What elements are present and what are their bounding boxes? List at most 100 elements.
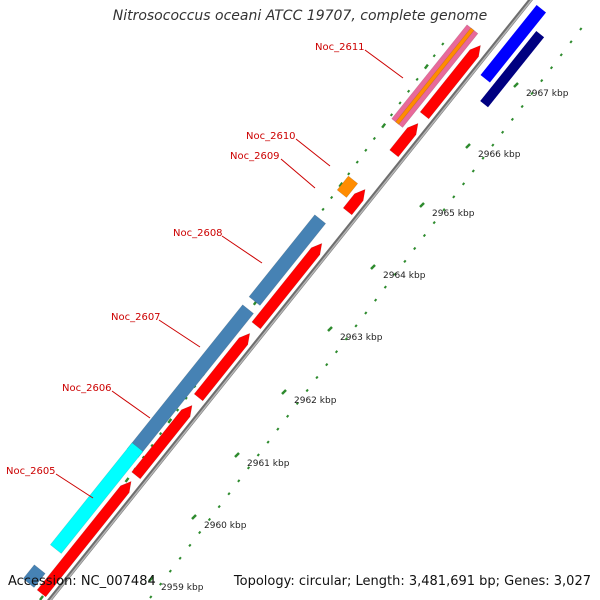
genome-summary-text: Topology: circular; Length: 3,481,691 bp… bbox=[233, 574, 591, 589]
scale-tick-minor bbox=[569, 40, 573, 44]
cds-feature bbox=[36, 480, 132, 598]
scale-tick-major bbox=[148, 576, 154, 582]
scale-tick-label: 2967 kbp bbox=[526, 89, 569, 99]
gene-feature bbox=[126, 304, 254, 458]
scale-tick-minor bbox=[149, 595, 153, 599]
gene-leader-line bbox=[158, 319, 201, 348]
cds-feature bbox=[193, 332, 251, 402]
scale-tick-label: 2966 kbp bbox=[478, 150, 521, 160]
gene-leader-line bbox=[111, 390, 151, 419]
ruler-tick bbox=[338, 181, 344, 188]
scale-tick-minor bbox=[227, 492, 231, 496]
scale-tick-minor bbox=[549, 66, 554, 70]
cds-feature bbox=[251, 242, 323, 330]
scale-tick-minor bbox=[540, 79, 544, 83]
ruler-tick bbox=[441, 42, 445, 46]
scale-tick-minor bbox=[344, 337, 348, 341]
scale-tick-minor bbox=[295, 401, 299, 405]
scale-tick-minor bbox=[413, 246, 417, 251]
scale-tick-minor bbox=[530, 91, 534, 96]
ruler-tick bbox=[176, 408, 180, 412]
scale-tick-label: 2961 kbp bbox=[247, 459, 290, 469]
scale-tick-minor bbox=[501, 130, 505, 134]
scale-tick-minor bbox=[364, 311, 368, 315]
scale-tick-minor bbox=[471, 169, 475, 173]
gene-feature bbox=[336, 175, 359, 198]
scale-tick-minor bbox=[178, 556, 182, 560]
gene-label: Noc_2611 bbox=[315, 42, 365, 53]
ruler-tick bbox=[364, 148, 368, 152]
scale-tick-minor bbox=[510, 117, 514, 121]
scale-tick-label: 2964 kbp bbox=[383, 271, 426, 281]
ruler-tick bbox=[321, 207, 325, 211]
backbone-highlight bbox=[49, 0, 533, 600]
scale-tick-minor bbox=[383, 285, 387, 289]
gene-leader-line bbox=[221, 235, 263, 264]
scale-tick-label: 2963 kbp bbox=[340, 333, 383, 343]
gene-label: Noc_2606 bbox=[62, 383, 112, 394]
gene-feature bbox=[248, 214, 327, 306]
scale-tick-minor bbox=[266, 440, 270, 444]
scale-tick-major bbox=[513, 82, 519, 88]
ruler-tick bbox=[184, 396, 188, 400]
scale-tick-minor bbox=[334, 350, 339, 354]
scale-tick-minor bbox=[325, 363, 329, 367]
scale-tick-major bbox=[191, 514, 197, 520]
gene-feature bbox=[480, 31, 545, 108]
ruler-tick bbox=[141, 455, 146, 459]
scale-tick-major bbox=[370, 264, 376, 270]
scale-tick-major bbox=[327, 326, 333, 332]
scale-tick-label: 2959 kbp bbox=[161, 583, 204, 593]
scale-tick-label: 2965 kbp bbox=[432, 209, 475, 219]
ruler-tick bbox=[167, 418, 173, 424]
gene-label: Noc_2609 bbox=[230, 151, 280, 162]
gene-feature bbox=[22, 564, 46, 588]
backbone-line bbox=[47, 0, 533, 600]
ruler-tick bbox=[39, 595, 44, 600]
gene-leader-line bbox=[280, 158, 316, 189]
scale-tick-minor bbox=[393, 272, 397, 276]
ruler-tick bbox=[407, 89, 411, 93]
cds-feature bbox=[389, 122, 419, 158]
gene-label: Noc_2605 bbox=[6, 466, 56, 477]
scale-tick-minor bbox=[158, 582, 163, 586]
scale-tick-minor bbox=[305, 388, 309, 393]
ruler-tick bbox=[432, 54, 436, 58]
scale-tick-minor bbox=[520, 104, 524, 109]
scale-tick-minor bbox=[481, 156, 485, 160]
gene-label: Noc_2607 bbox=[111, 312, 161, 323]
scale-tick-minor bbox=[168, 569, 172, 573]
gene-feature-stripe bbox=[395, 27, 475, 125]
map-title: Nitrosococcus oceani ATCC 19707, complet… bbox=[112, 8, 488, 24]
scale-tick-minor bbox=[198, 530, 202, 535]
ruler-tick bbox=[398, 101, 402, 105]
ruler-tick bbox=[372, 136, 376, 141]
scale-tick-minor bbox=[403, 259, 407, 263]
ruler-tick bbox=[150, 443, 154, 448]
cds-feature bbox=[419, 44, 481, 120]
cds-feature bbox=[131, 404, 193, 480]
ruler-tick bbox=[158, 432, 163, 436]
gene-label: Noc_2610 bbox=[246, 131, 296, 142]
ruler-tick bbox=[423, 63, 429, 70]
gene-leader-line bbox=[364, 49, 404, 79]
ruler-tick bbox=[355, 160, 359, 164]
accession-text: Accession: NC_007484 bbox=[8, 574, 156, 589]
ruler-tick bbox=[124, 477, 130, 483]
scale-tick-minor bbox=[373, 298, 378, 302]
scale-tick-minor bbox=[315, 375, 319, 380]
scale-tick-minor bbox=[286, 414, 290, 418]
scale-tick-minor bbox=[461, 182, 466, 186]
scale-tick-label: 2962 kbp bbox=[294, 396, 337, 406]
scale-tick-major bbox=[419, 202, 425, 208]
scale-tick-major bbox=[465, 143, 471, 149]
ruler-tick bbox=[381, 122, 387, 129]
scale-tick-minor bbox=[491, 143, 495, 147]
cds-feature bbox=[342, 188, 366, 216]
scale-tick-minor bbox=[452, 195, 456, 199]
scale-tick-minor bbox=[256, 453, 260, 457]
scale-tick-minor bbox=[432, 221, 436, 225]
ruler-tick bbox=[347, 172, 351, 176]
ruler-tick bbox=[330, 195, 334, 200]
scale-tick-minor bbox=[559, 53, 563, 57]
